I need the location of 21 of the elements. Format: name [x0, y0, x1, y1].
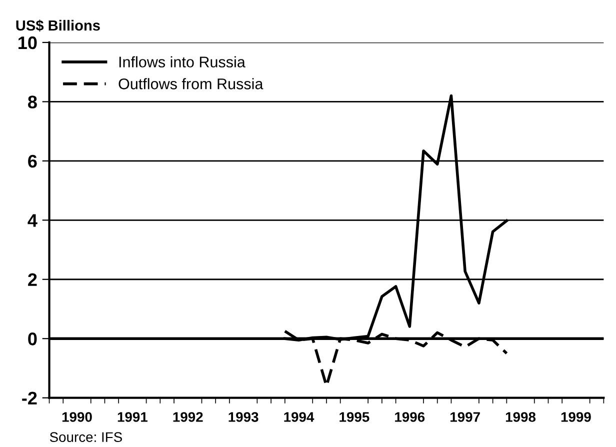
y-tick-label: 4 — [28, 214, 38, 227]
x-tick-label: 1994 — [284, 412, 314, 422]
source-note: Source: IFS — [50, 432, 122, 442]
x-tick-label: 1991 — [118, 412, 148, 422]
x-tick-label: 1995 — [340, 412, 370, 422]
legend-label: Inflows into Russia — [119, 56, 246, 68]
y-tick-label: 8 — [28, 96, 37, 108]
x-tick-label: 1999 — [561, 412, 591, 422]
x-tick-label: 1990 — [62, 412, 92, 422]
y-tick-label: 6 — [28, 154, 37, 168]
y-axis-title: US$ Billions — [16, 20, 100, 32]
x-tick-label: 1998 — [506, 412, 536, 422]
legend-label: Outflows from Russia — [118, 78, 264, 90]
x-tick-label: 1997 — [450, 412, 480, 422]
y-tick-label: 0 — [28, 332, 37, 346]
x-tick-label: 1993 — [228, 412, 258, 422]
x-tick-label: 1992 — [173, 412, 203, 422]
y-tick-label: -2 — [22, 392, 37, 404]
y-tick-label: 2 — [28, 273, 37, 286]
x-tick-label: 1996 — [395, 412, 425, 422]
y-tick-label: 10 — [18, 36, 37, 50]
